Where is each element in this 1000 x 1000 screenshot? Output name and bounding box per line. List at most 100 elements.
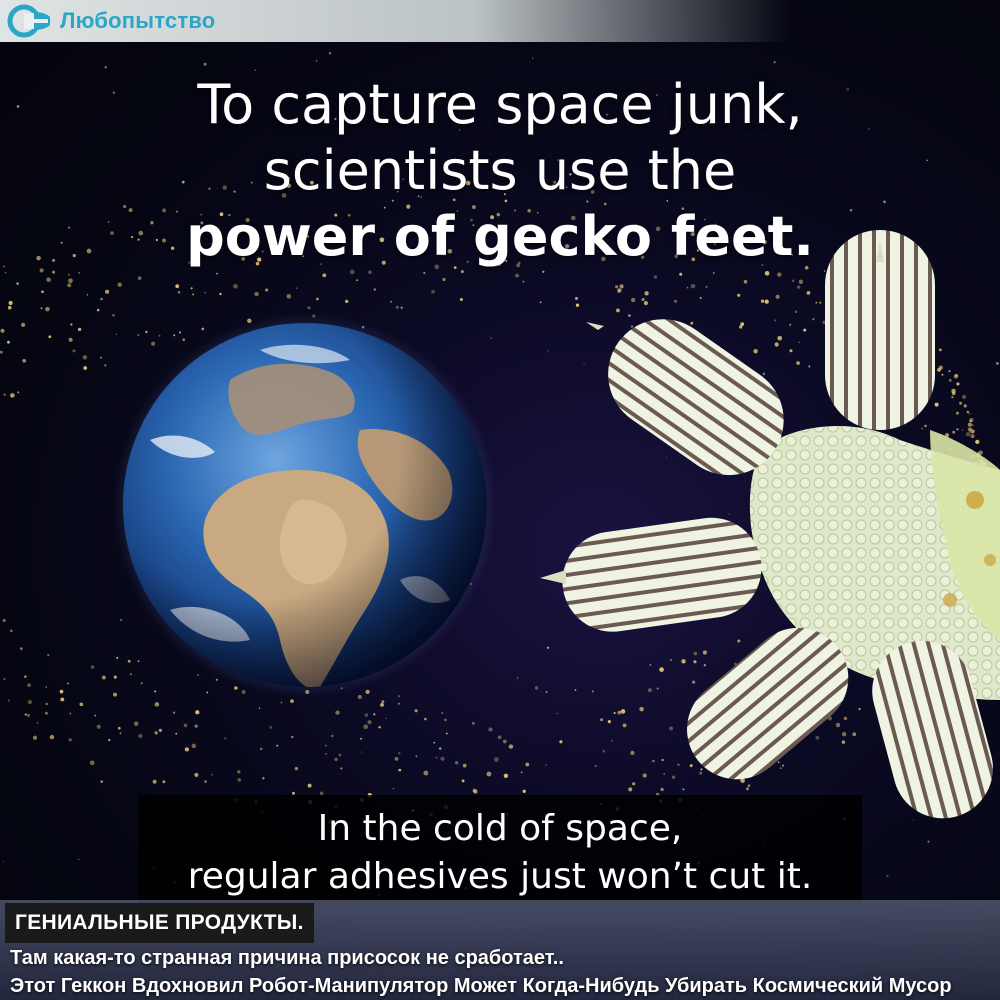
debris-dot xyxy=(819,301,822,304)
debris-dot xyxy=(22,358,27,363)
debris-dot xyxy=(72,253,76,258)
debris-dot xyxy=(170,246,175,250)
debris-dot xyxy=(660,787,664,792)
debris-dot xyxy=(472,224,475,227)
debris-dot xyxy=(379,237,385,243)
debris-dot xyxy=(155,238,158,242)
debris-dot xyxy=(617,288,622,293)
debris-dot xyxy=(137,333,140,337)
debris-dot xyxy=(723,232,727,236)
debris-dot xyxy=(815,301,818,304)
debris-dot xyxy=(383,206,386,209)
debris-dot xyxy=(241,256,246,261)
debris-dot xyxy=(138,733,143,739)
star-dot xyxy=(254,69,256,71)
debris-dot xyxy=(398,702,400,705)
debris-dot xyxy=(557,179,562,184)
debris-dot xyxy=(689,764,693,768)
debris-dot xyxy=(542,270,545,273)
debris-dot xyxy=(291,735,294,739)
debris-dot xyxy=(347,213,351,217)
debris-dot xyxy=(3,393,6,396)
debris-dot xyxy=(423,770,429,776)
debris-dot xyxy=(423,271,426,275)
debris-dot xyxy=(145,330,148,334)
debris-dot xyxy=(127,659,131,663)
debris-dot xyxy=(3,678,6,681)
debris-dot xyxy=(669,658,672,661)
debris-dot xyxy=(642,773,647,778)
debris-dot xyxy=(380,702,384,707)
star-dot xyxy=(556,159,559,162)
debris-dot xyxy=(21,322,26,327)
debris-dot xyxy=(655,226,661,232)
debris-dot xyxy=(460,270,464,274)
debris-dot xyxy=(471,205,476,210)
debris-dot xyxy=(112,313,115,317)
debris-dot xyxy=(858,707,861,711)
debris-dot xyxy=(753,349,758,354)
headline: To capture space junk, scientists use th… xyxy=(0,72,1000,270)
debris-dot xyxy=(978,450,983,455)
debris-dot xyxy=(462,763,467,768)
debris-dot xyxy=(16,282,19,285)
star-dot xyxy=(996,362,999,365)
debris-dot xyxy=(681,659,686,664)
debris-dot xyxy=(852,732,857,737)
debris-dot xyxy=(72,349,76,353)
debris-dot xyxy=(378,726,381,729)
debris-dot xyxy=(250,181,253,184)
debris-dot xyxy=(652,759,655,763)
debris-dot xyxy=(68,738,72,742)
star-dot xyxy=(103,579,105,581)
debris-dot xyxy=(381,260,386,265)
debris-dot xyxy=(601,256,606,262)
debris-dot xyxy=(244,250,248,255)
debris-dot xyxy=(794,310,798,314)
debris-dot xyxy=(119,732,122,735)
debris-dot xyxy=(334,757,338,762)
star-dot xyxy=(583,363,585,366)
star-dot xyxy=(656,94,658,96)
debris-dot xyxy=(796,361,800,365)
debris-dot xyxy=(948,370,951,373)
earth-globe xyxy=(113,313,497,697)
star-dot xyxy=(179,331,182,334)
debris-dot xyxy=(521,247,524,250)
debris-dot xyxy=(68,273,70,276)
debris-dot xyxy=(941,373,944,376)
debris-dot xyxy=(175,732,178,735)
debris-dot xyxy=(937,368,941,372)
debris-dot xyxy=(67,283,72,288)
star-dot xyxy=(211,773,213,776)
debris-dot xyxy=(639,706,644,712)
debris-dot xyxy=(497,262,501,267)
debris-dot xyxy=(259,747,263,751)
debris-dot xyxy=(237,770,241,774)
debris-dot xyxy=(224,737,227,740)
debris-dot xyxy=(3,265,5,268)
debris-dot xyxy=(590,190,595,194)
star-dot xyxy=(912,819,914,821)
debris-dot xyxy=(822,320,826,324)
debris-dot xyxy=(27,699,33,705)
debris-dot xyxy=(331,239,334,242)
debris-dot xyxy=(345,299,349,304)
debris-dot xyxy=(661,758,664,762)
debris-dot xyxy=(100,297,103,301)
debris-dot xyxy=(693,660,697,664)
debris-dot xyxy=(615,285,619,289)
debris-dot xyxy=(316,297,319,301)
debris-dot xyxy=(123,204,127,209)
star-dot xyxy=(210,242,213,245)
debris-dot xyxy=(714,223,717,226)
debris-dot xyxy=(571,215,576,221)
star-dot xyxy=(458,129,461,131)
debris-dot xyxy=(700,768,703,771)
debris-dot xyxy=(137,238,140,241)
debris-dot xyxy=(924,424,927,428)
debris-dot xyxy=(945,433,949,438)
star-dot xyxy=(208,187,211,190)
star-dot xyxy=(398,695,400,698)
